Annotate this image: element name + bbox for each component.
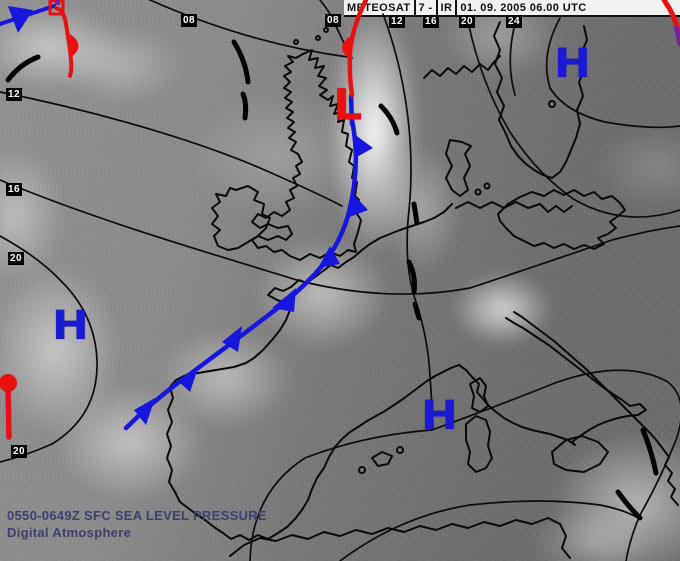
high-pressure-symbol: H <box>421 392 458 439</box>
pressure-label: 20 <box>11 445 28 458</box>
pressure-label: 20 <box>459 15 476 28</box>
warm-front-semicircle <box>70 34 79 58</box>
channel-label: IR <box>440 1 453 14</box>
software-credit: Digital Atmosphere <box>7 525 132 540</box>
pressure-label: 16 <box>423 15 440 28</box>
timestamp: 01. 09. 2005 06.00 UTC <box>460 1 587 14</box>
pressure-label: 12 <box>389 15 406 28</box>
warm-front-left-edge <box>0 374 17 440</box>
banner-divider <box>435 0 438 15</box>
footer-caption: 0550-0649Z SFC SEA LEVEL PRESSURE Digita… <box>7 507 267 541</box>
high-pressure-symbol: H <box>52 302 89 349</box>
pressure-label: 08 <box>325 14 342 27</box>
pressure-label: 08 <box>181 14 198 27</box>
occluded-front-topright <box>661 0 680 47</box>
low-pressure-symbol: L <box>333 80 363 130</box>
satellite-number: 7 - <box>418 1 433 14</box>
cold-front-triangles <box>134 134 373 425</box>
pressure-label: 20 <box>8 252 25 265</box>
pressure-label: 16 <box>6 183 23 196</box>
pressure-label: 24 <box>506 15 523 28</box>
cold-front-line <box>123 93 373 431</box>
banner-divider <box>455 0 458 15</box>
banner-divider <box>413 0 416 15</box>
high-pressure-symbol: H <box>554 40 591 87</box>
pressure-label: 12 <box>6 88 23 101</box>
product-title: 0550-0649Z SFC SEA LEVEL PRESSURE <box>7 508 267 523</box>
occluded-front-topleft <box>0 0 79 78</box>
